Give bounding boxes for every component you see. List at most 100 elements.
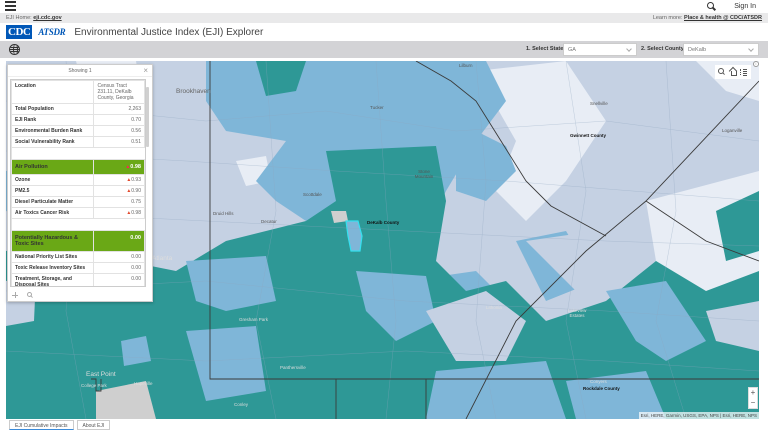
county-select[interactable]: DeKalb <box>683 43 759 56</box>
row-value: 0.56 <box>93 125 145 137</box>
place-label: Lithonia <box>486 305 502 310</box>
top-bar: Sign In <box>0 0 768 13</box>
county-label: DeKalb County <box>367 220 400 225</box>
tab-eji-cumulative-impacts[interactable]: EJI Cumulative Impacts <box>9 420 74 430</box>
table-row: Location Census Tract 231.11, DeKalb Cou… <box>11 80 145 104</box>
atsdr-logo[interactable]: ATSDR <box>38 27 66 37</box>
row-label: PM2.5 <box>11 185 95 197</box>
row-label: Treatment, Storage, and Disposal Sites <box>11 273 95 286</box>
close-icon[interactable]: × <box>143 66 148 75</box>
row-value-text: 0.93 <box>131 177 141 183</box>
row-value: 0.70 <box>93 114 145 126</box>
place-label: Snellville <box>590 101 608 106</box>
learn-more: Learn more: Place & health @ CDC/ATSDR <box>653 15 762 21</box>
place-label: Stone Mountain <box>414 169 434 179</box>
popup-count: Showing 1 <box>68 68 92 74</box>
table-row: Toxic Release Inventory Sites 0.00 <box>11 262 145 274</box>
sign-in-link[interactable]: Sign In <box>734 3 756 10</box>
selection-toolbar: 1. Select State GA 2. Select County DeKa… <box>0 41 768 58</box>
zoom-to-icon[interactable] <box>27 292 33 298</box>
home-icon[interactable] <box>729 68 737 76</box>
bottom-tabs: EJI Cumulative Impacts About EJI <box>9 420 111 430</box>
table-row: National Priority List Sites 0.00 <box>11 251 145 263</box>
row-value: ▲0.98 <box>93 207 145 219</box>
spacer <box>11 147 145 160</box>
learn-more-link[interactable]: Place & health @ CDC/ATSDR <box>684 15 762 21</box>
row-value: 0.00 <box>93 251 145 263</box>
legend-icon[interactable] <box>739 68 748 76</box>
row-value: 0.75 <box>93 196 145 208</box>
section-value: 0.00 <box>93 230 145 252</box>
info-icon[interactable]: i <box>753 61 759 67</box>
table-row: EJI Rank 0.70 <box>11 114 145 126</box>
row-value: 0.51 <box>93 136 145 148</box>
county-label: Rockdale County <box>583 386 620 391</box>
state-select[interactable]: GA <box>563 43 637 56</box>
chevron-down-icon <box>748 46 754 52</box>
section-value-text: 0.98 <box>130 164 141 170</box>
popup-footer <box>12 292 33 298</box>
row-label: Diesel Particulate Matter <box>11 196 95 208</box>
row-value-text: 0.90 <box>131 188 141 194</box>
place-label: Gresham Park <box>239 317 269 322</box>
zoom-control: + − <box>748 387 758 409</box>
table-row: Total Population 2,263 <box>11 103 145 115</box>
county-select-value: DeKalb <box>688 47 707 53</box>
popup-header: Showing 1 × <box>8 65 152 77</box>
row-label: Air Toxics Cancer Risk <box>11 207 95 219</box>
place-label: Conley <box>234 402 249 407</box>
county-label: 2. Select County <box>641 46 684 52</box>
place-label: Hapeville <box>134 381 153 386</box>
table-row: PM2.5 ▲0.90 <box>11 185 145 197</box>
table-row: Ozone ▲0.93 <box>11 174 145 186</box>
spacer <box>11 218 145 231</box>
tab-about-eji[interactable]: About EJI <box>76 420 111 430</box>
table-row: Treatment, Storage, and Disposal Sites 0… <box>11 273 145 286</box>
row-label: Environmental Burden Rank <box>11 125 95 137</box>
place-label: College Park <box>81 383 107 388</box>
spacer-row <box>11 218 145 231</box>
app-title: Environmental Justice Index (EJI) Explor… <box>74 26 264 38</box>
state-label: 1. Select State <box>526 46 564 52</box>
popup-body[interactable]: Location Census Tract 231.11, DeKalb Cou… <box>10 79 146 287</box>
place-label: Decatur <box>261 219 277 224</box>
move-icon[interactable] <box>12 292 18 298</box>
warning-triangle-icon: ▲ <box>126 210 132 216</box>
map-tools <box>715 65 751 79</box>
row-value-text: 0.98 <box>131 210 141 216</box>
learn-more-prefix: Learn more: <box>652 15 684 21</box>
globe-icon[interactable] <box>9 44 20 55</box>
map-view[interactable]: Brookhaven Tucker Lilburn Snellville Gwi… <box>6 61 759 419</box>
hamburger-menu-icon[interactable] <box>5 1 16 11</box>
row-value: ▲0.93 <box>93 174 145 186</box>
info-bar: EJI Home: eji.cdc.gov Learn more: Place … <box>0 13 768 23</box>
place-label: Conyers <box>590 379 607 384</box>
eji-home-link[interactable]: eji.cdc.gov <box>33 15 62 21</box>
cdc-logo[interactable]: CDC <box>6 25 33 39</box>
search-icon[interactable] <box>718 68 726 76</box>
place-label: Lilburn <box>459 63 473 68</box>
feature-popup: Showing 1 × Location Census Tract 231.11… <box>7 64 153 302</box>
row-value: 0.00 <box>93 262 145 274</box>
place-label: Panthersville <box>280 365 306 370</box>
state-select-value: GA <box>568 47 576 53</box>
row-label: Ozone <box>11 174 95 186</box>
place-label: Druid Hills <box>213 211 234 216</box>
place-label: Atlanta <box>152 255 173 262</box>
zoom-out-button[interactable]: − <box>750 398 756 407</box>
title-bar: CDC ATSDR Environmental Justice Index (E… <box>0 23 768 41</box>
row-value: 0.00 <box>93 273 145 286</box>
table-row: Social Vulnerability Rank 0.51 <box>11 136 145 148</box>
section-label: Air Pollution <box>11 159 95 175</box>
zoom-in-button[interactable]: + <box>750 388 756 397</box>
search-icon[interactable] <box>707 2 716 11</box>
section-label: Potentially Hazardous & Toxic Sites <box>11 230 95 252</box>
place-label: Tucker <box>370 105 384 110</box>
place-label: Scottdale <box>303 192 322 197</box>
chevron-down-icon <box>626 46 632 52</box>
place-label: Lakeview Estates <box>567 308 587 318</box>
table-row: Air Toxics Cancer Risk ▲0.98 <box>11 207 145 219</box>
section-value: ▲0.98 <box>93 159 145 175</box>
row-label: Location <box>11 80 95 104</box>
popup-scrollbar[interactable] <box>146 87 149 147</box>
